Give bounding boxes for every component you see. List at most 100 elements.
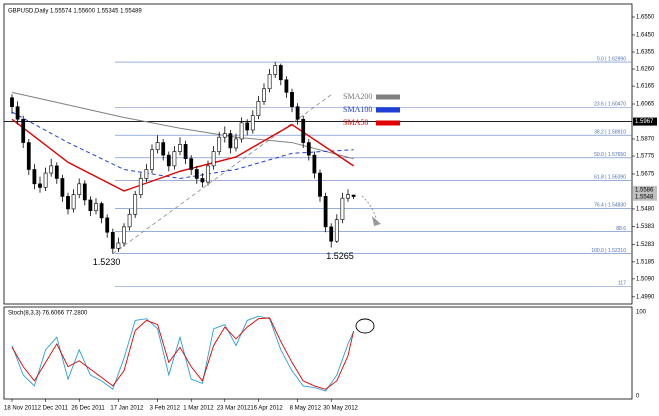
candle-body (116, 242, 121, 249)
fib-label: 61.8 | 1.56390 (594, 175, 626, 181)
y-tick-label: 1.6550 (636, 15, 655, 21)
y-tick-label: 1.6260 (636, 67, 655, 73)
candle-body (71, 194, 76, 210)
candle-body (245, 122, 250, 131)
y-tick-label: 1.5185 (636, 259, 655, 265)
fib-label: 117 (618, 281, 626, 287)
candle-body (262, 88, 266, 102)
price-panel (3, 3, 633, 305)
x-tick-label: 23 Mar 2012 (217, 406, 251, 412)
moving-average (11, 91, 354, 160)
legend-label: SMA200 (343, 92, 372, 101)
candle-body (200, 178, 205, 183)
candle-body (211, 151, 216, 167)
candle-body (127, 214, 132, 228)
fib-label: 23.6 | 1.60470 (594, 102, 626, 108)
candle-body (144, 169, 149, 179)
stoch-panel (3, 306, 633, 400)
annotation: 1.5230 (93, 257, 121, 267)
y-tick-label: 1.6450 (636, 33, 655, 39)
candle-body (290, 92, 294, 107)
y-tick-label: 1.5090 (636, 276, 655, 282)
candle-body (122, 226, 126, 244)
y-tick-label: 1.5675 (636, 172, 655, 178)
candle-body (88, 199, 93, 212)
moving-average (11, 111, 354, 179)
candle-body (178, 144, 182, 152)
candle-body (346, 194, 350, 199)
fib-label: 100.0 | 1.52310 (591, 248, 626, 254)
projection-arrow (361, 195, 377, 219)
candle-body (138, 178, 143, 195)
candle-body (312, 154, 317, 174)
legend-label: SMA100 (343, 105, 372, 114)
price-marker-label: 1.5586 (635, 188, 654, 194)
y-tick-label: 1.4990 (636, 294, 655, 300)
candle-body (21, 118, 26, 143)
candle-body (301, 118, 306, 143)
x-tick-label: 1 Mar 2012 (183, 406, 214, 412)
projection-arrowhead (372, 216, 381, 226)
candle-body (54, 165, 59, 179)
y-tick-label: 1.5480 (636, 207, 655, 213)
candle-body (256, 101, 261, 116)
legend-label: SMA50 (343, 118, 368, 127)
x-tick-label: 30 May 2012 (323, 406, 358, 412)
candle-body (133, 194, 138, 215)
stoch-line (11, 317, 355, 390)
candle-body (284, 79, 289, 93)
candle-body (183, 144, 188, 160)
x-tick-label: 8 May 2012 (290, 406, 322, 412)
candle-body (10, 97, 14, 107)
candle-body (15, 106, 20, 120)
candle-body (295, 106, 300, 120)
fib-label: 88.6 (616, 226, 626, 232)
fib-label: 38.2 | 1.58910 (594, 130, 626, 136)
x-tick-label: 16 Apr 2012 (250, 406, 283, 412)
price-marker-label: 1.5548 (635, 194, 654, 200)
candle-body (306, 142, 311, 156)
candle-body (323, 196, 328, 228)
candle-body (351, 194, 356, 197)
stoch-tick-label: 100 (636, 310, 647, 316)
candle-body (77, 183, 82, 195)
candle-body (105, 217, 110, 233)
candle-body (206, 165, 210, 183)
x-tick-label: 17 Jan 2012 (110, 406, 144, 412)
candle-body (26, 142, 31, 170)
candle-body (267, 74, 272, 90)
chart-title: GBPUSD,Daily 1.55574 1.55600 1.55345 1.5… (8, 9, 142, 15)
x-tick-label: 18 Nov 2011 (4, 406, 38, 412)
y-tick-label: 1.6355 (636, 50, 655, 56)
x-tick-label: 26 Dec 2011 (71, 406, 105, 412)
y-tick-label: 1.5775 (636, 154, 655, 160)
moving-average (11, 118, 354, 192)
y-tick-label: 1.6165 (636, 84, 655, 90)
price-marker (633, 192, 657, 201)
stoch-line (11, 315, 355, 392)
candle-body (43, 172, 48, 188)
candle-body (194, 169, 199, 179)
candle-body (234, 138, 238, 149)
stoch-title: Stoch(8,3,3) 76.6066 77.2800 (8, 311, 88, 317)
y-tick-label: 1.5283 (636, 242, 655, 248)
candle-body (166, 154, 171, 167)
candle-body (155, 142, 160, 151)
candle-body (38, 183, 42, 188)
candle-body (94, 203, 98, 212)
candle-body (82, 183, 87, 201)
candle-body (329, 226, 334, 242)
y-tick-label: 1.5383 (636, 224, 655, 230)
trendline (112, 94, 332, 255)
x-tick-label: 3 Feb 2012 (150, 406, 181, 412)
candle-body (273, 65, 278, 75)
candle-body (278, 65, 283, 81)
candle-body (334, 219, 339, 242)
candle-body (60, 178, 65, 197)
candle-body (172, 151, 177, 167)
fib-label: 50.0 | 1.57650 (594, 152, 626, 158)
y-tick-label: 1.6065 (636, 102, 655, 108)
candle-body (217, 136, 222, 152)
fib-label: 0.0 | 1.62990 (597, 56, 626, 62)
candle-body (228, 133, 233, 149)
